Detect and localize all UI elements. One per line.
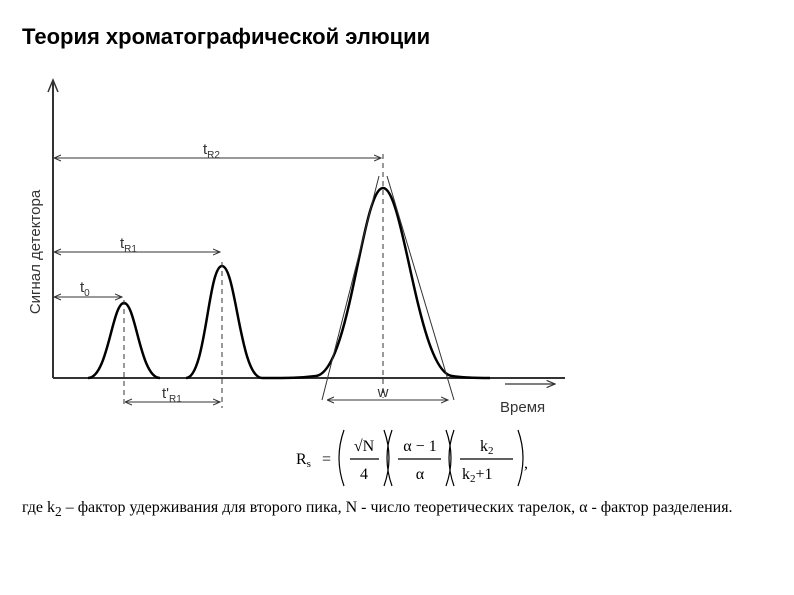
label-w: w [377, 384, 389, 401]
para-text: – фактор удерживания для второго пика, N… [61, 499, 733, 516]
label-tr1: tR1 [120, 235, 137, 255]
para-text: где k [22, 499, 56, 516]
para-sub: 2 [55, 504, 62, 520]
f3-num: k2 [480, 438, 494, 457]
y-arrow [47, 78, 59, 93]
label-t0: t0 [80, 279, 90, 299]
formula-trail: , [524, 455, 528, 472]
paragraph: где k2 – фактор удерживания для второго … [22, 494, 757, 525]
formula-eq: = [322, 451, 331, 468]
label-tr2: tR2 [203, 141, 220, 161]
y-axis-label: Сигнал детектора [27, 189, 44, 314]
f2-num: α − 1 [403, 438, 436, 455]
peak-verticals [123, 154, 384, 408]
f1-num: √N [354, 438, 375, 455]
f1-den: 4 [360, 466, 368, 483]
title: Теория хроматографической элюции [22, 24, 430, 49]
formula: Rs = √N 4 α − 1 α k2 k2+1 , [296, 429, 528, 487]
x-axis-label: Время [500, 399, 545, 416]
label-tr1-prime: t'R1 [162, 385, 182, 405]
dimension-arrows [55, 158, 448, 402]
tangents [321, 175, 455, 401]
formula-lhs: Rs [296, 451, 311, 470]
f2-den: α [416, 466, 425, 483]
f3-den: k2+1 [462, 466, 493, 485]
chromatogram [87, 186, 491, 380]
